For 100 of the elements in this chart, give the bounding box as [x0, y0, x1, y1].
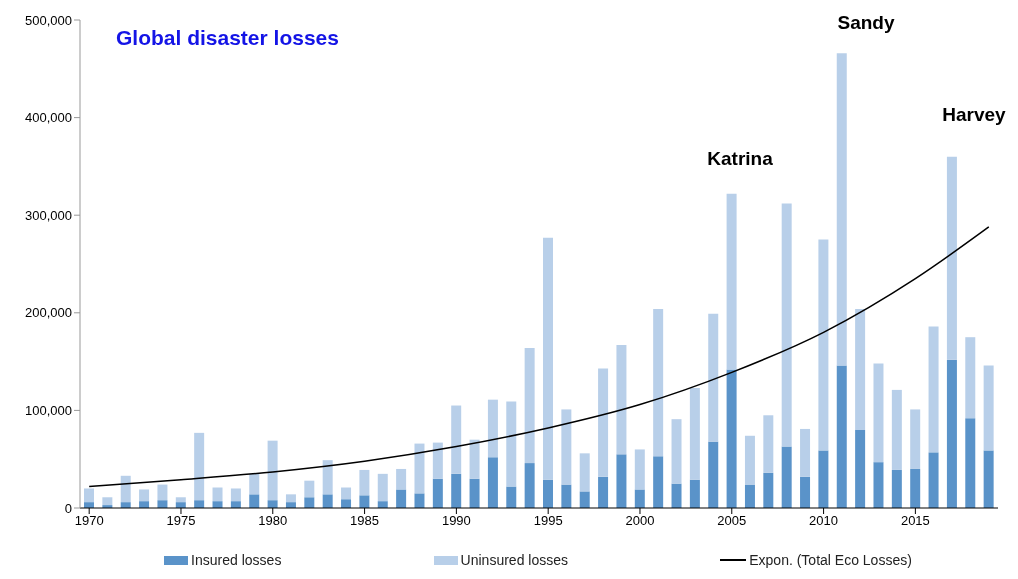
bar [524, 463, 535, 508]
x-tick-label: 1980 [258, 513, 288, 529]
y-tick-label: 0 [64, 500, 72, 516]
bar [873, 363, 884, 463]
x-tick-label: 2000 [625, 513, 655, 529]
bar [708, 313, 719, 442]
bar [341, 487, 352, 500]
bar [744, 435, 755, 485]
bar [469, 439, 480, 479]
bar [194, 432, 205, 501]
legend-label: Expon. (Total Eco Losses) [749, 552, 912, 568]
bar [763, 415, 774, 473]
x-tick-label: 2005 [717, 513, 747, 529]
bar [341, 499, 352, 508]
bar [726, 193, 737, 370]
bar [983, 450, 994, 508]
bar [910, 409, 921, 469]
y-tick-label: 300,000 [25, 207, 72, 223]
bar [267, 440, 278, 501]
bar [432, 442, 443, 479]
annotation: Katrina [707, 148, 773, 170]
bar [616, 454, 627, 508]
bar [671, 483, 682, 508]
bar [579, 453, 590, 492]
x-tick-label: 1990 [441, 513, 471, 529]
bar [506, 486, 517, 508]
bar [359, 495, 370, 508]
bar [543, 479, 553, 508]
bar [322, 494, 333, 508]
bar [451, 473, 462, 508]
bar [946, 359, 957, 508]
bar [230, 488, 241, 502]
bar [561, 409, 572, 485]
bar [689, 387, 700, 480]
bar [414, 443, 425, 494]
bar [928, 326, 939, 453]
bar [818, 239, 829, 451]
bar [634, 449, 645, 490]
bar [304, 480, 315, 498]
bar [891, 469, 902, 508]
bar [671, 419, 682, 484]
bar [763, 472, 774, 508]
bar [634, 489, 645, 508]
y-tick-label: 200,000 [25, 305, 72, 321]
bar [781, 446, 792, 508]
bar [377, 473, 388, 502]
bar [928, 452, 939, 508]
bar [414, 493, 425, 508]
bar [781, 203, 792, 447]
bar [451, 405, 462, 474]
annotation: Sandy [837, 12, 895, 34]
bar [249, 473, 260, 495]
x-tick-label: 2015 [900, 513, 930, 529]
bar [194, 500, 205, 508]
bar [579, 491, 590, 508]
bar [653, 308, 664, 457]
bar [818, 450, 829, 508]
line-series [88, 226, 990, 488]
bar [487, 457, 498, 508]
bar [175, 497, 186, 503]
bar [689, 479, 700, 508]
bar [561, 484, 572, 508]
annotation: Harvey [942, 104, 1006, 126]
bar [616, 345, 627, 455]
bar [543, 237, 553, 480]
bar [873, 462, 884, 508]
bar [120, 475, 131, 503]
bar [836, 365, 847, 508]
bar [304, 497, 315, 508]
bar [139, 489, 150, 502]
bar [396, 468, 407, 490]
bar [267, 500, 278, 508]
bar [946, 156, 957, 360]
bar [487, 399, 498, 458]
bar [249, 494, 260, 508]
bar [285, 494, 296, 503]
bar [469, 478, 480, 508]
bar [102, 497, 113, 506]
bar [653, 456, 664, 508]
bar [855, 429, 866, 508]
bar [910, 468, 921, 508]
bar [598, 476, 609, 508]
x-tick-label: 2010 [809, 513, 839, 529]
x-tick-label: 1970 [74, 513, 104, 529]
legend-label: Insured losses [191, 552, 282, 568]
x-tick-label: 1995 [533, 513, 563, 529]
bar [855, 308, 866, 430]
bar [800, 476, 811, 508]
bar [157, 484, 168, 501]
x-tick-label: 1985 [350, 513, 380, 529]
y-tick-label: 100,000 [25, 403, 72, 419]
bar [157, 500, 168, 508]
bar [965, 418, 976, 508]
bar [726, 369, 737, 508]
bar [212, 487, 223, 502]
chart-title: Global disaster losses [116, 26, 339, 50]
y-tick-label: 400,000 [25, 110, 72, 126]
bar [744, 484, 755, 508]
legend-label: Uninsured losses [460, 552, 568, 568]
bar [800, 428, 811, 477]
